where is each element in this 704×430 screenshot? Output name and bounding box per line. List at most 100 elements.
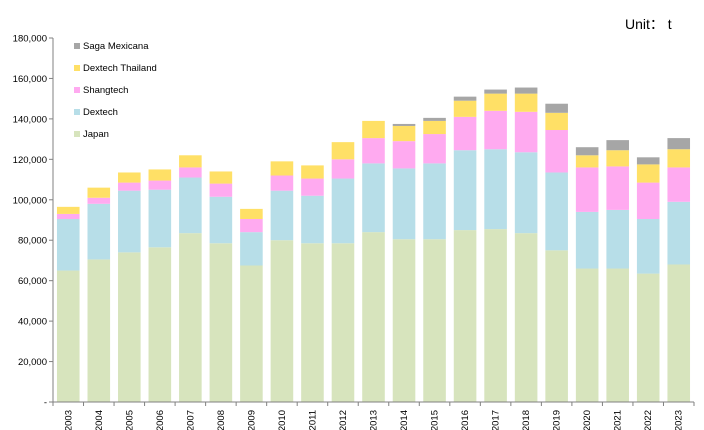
bar-segment-dextech bbox=[423, 163, 446, 240]
bar-segment-saga-mexicana bbox=[484, 89, 507, 94]
bar-segment-japan bbox=[87, 259, 111, 402]
bar-segment-dextech bbox=[148, 189, 172, 248]
y-tick-label: 140,000 bbox=[13, 114, 47, 125]
bar-segment-shangtech bbox=[484, 110, 507, 150]
bar-segment-shangtech bbox=[270, 175, 294, 191]
x-tick-label: 2010 bbox=[277, 410, 288, 430]
bar-segment-shangtech bbox=[56, 213, 80, 219]
bar-segment-dextech-thailand bbox=[148, 169, 172, 181]
bar-segment-dextech bbox=[209, 196, 233, 244]
bar-segment-saga-mexicana bbox=[423, 117, 446, 121]
y-tick-label: 100,000 bbox=[13, 195, 47, 206]
bar-segment-japan bbox=[484, 229, 507, 402]
x-tick-label: 2018 bbox=[521, 410, 532, 430]
bar-segment-dextech bbox=[56, 218, 80, 271]
bar-segment-dextech-thailand bbox=[636, 164, 660, 183]
bar-segment-saga-mexicana bbox=[453, 96, 477, 101]
bar-segment-dextech-thailand bbox=[362, 120, 385, 139]
bar-segment-dextech bbox=[331, 178, 355, 244]
bar-segment-shangtech bbox=[575, 167, 599, 212]
bar-segment-dextech-thailand bbox=[545, 112, 568, 131]
bar-segment-dextech bbox=[362, 163, 385, 233]
bar-segment-dextech-thailand bbox=[240, 208, 263, 219]
bar-segment-dextech-thailand bbox=[484, 93, 507, 111]
bar-segment-japan bbox=[636, 273, 660, 402]
bar-segment-saga-mexicana bbox=[392, 123, 416, 126]
bar-segment-shangtech bbox=[87, 197, 111, 204]
y-tick-label: 160,000 bbox=[13, 74, 47, 85]
bar-segment-dextech bbox=[179, 177, 202, 234]
unit-label: Unit： t bbox=[625, 16, 672, 32]
y-axis: - 20,000 40,000 60,000 80,000 100,000 120,000 1… bbox=[13, 34, 54, 409]
bar-segment-shangtech bbox=[514, 111, 538, 153]
legend-label: Dextech Thailand bbox=[83, 63, 157, 74]
bar-segment-dextech-thailand bbox=[179, 155, 202, 168]
bar-segment-japan bbox=[453, 230, 477, 402]
bar-segment-japan bbox=[209, 243, 233, 402]
bars-group bbox=[56, 87, 691, 402]
x-tick-label: 2020 bbox=[582, 410, 593, 430]
bar-segment-dextech-thailand bbox=[270, 161, 294, 176]
x-tick-label: 2003 bbox=[63, 410, 74, 430]
x-tick-label: 2013 bbox=[369, 410, 380, 430]
legend-label: Dextech bbox=[83, 107, 118, 118]
bar-segment-shangtech bbox=[453, 116, 477, 151]
bar-segment-dextech bbox=[301, 195, 324, 244]
bar-segment-dextech-thailand bbox=[209, 171, 233, 184]
bar-segment-japan bbox=[575, 268, 599, 402]
x-tick-label: 2016 bbox=[460, 410, 471, 430]
bar-segment-japan bbox=[545, 250, 568, 402]
y-tick-label: 40,000 bbox=[18, 317, 47, 328]
bar-segment-shangtech bbox=[331, 159, 355, 179]
bar-segment-japan bbox=[148, 247, 172, 402]
bar-segment-japan bbox=[270, 240, 294, 402]
legend-swatch bbox=[74, 109, 80, 115]
bar-segment-dextech bbox=[87, 203, 111, 260]
bar-segment-shangtech bbox=[240, 218, 263, 233]
bar-segment-shangtech bbox=[362, 138, 385, 164]
legend-label: Shangtech bbox=[83, 85, 128, 96]
legend-swatch bbox=[74, 65, 80, 71]
bar-segment-shangtech bbox=[179, 167, 202, 178]
bar-segment-shangtech bbox=[118, 182, 141, 191]
y-tick-label: 20,000 bbox=[18, 357, 47, 368]
bar-segment-dextech-thailand bbox=[606, 150, 629, 167]
y-tick-label: 180,000 bbox=[13, 34, 47, 45]
bar-segment-japan bbox=[606, 268, 629, 402]
bar-segment-saga-mexicana bbox=[514, 87, 538, 94]
x-tick-label: 2011 bbox=[307, 410, 318, 430]
x-tick-label: 2017 bbox=[491, 410, 502, 430]
x-tick-label: 2014 bbox=[399, 410, 410, 430]
bar-segment-dextech-thailand bbox=[514, 93, 538, 112]
bar-segment-shangtech bbox=[148, 180, 172, 190]
bar-segment-japan bbox=[514, 233, 538, 402]
bar-segment-saga-mexicana bbox=[545, 103, 568, 113]
bar-segment-saga-mexicana bbox=[575, 147, 599, 156]
bar-segment-dextech bbox=[484, 149, 507, 230]
bar-segment-saga-mexicana bbox=[667, 138, 691, 150]
y-tick-label: 80,000 bbox=[18, 236, 47, 247]
bar-segment-dextech bbox=[514, 152, 538, 234]
y-tick-label: 60,000 bbox=[18, 276, 47, 287]
bar-segment-japan bbox=[392, 239, 416, 402]
bar-segment-dextech-thailand bbox=[301, 165, 324, 179]
legend-swatch bbox=[74, 87, 80, 93]
bar-segment-dextech bbox=[392, 168, 416, 240]
bar-segment-shangtech bbox=[392, 141, 416, 169]
bar-segment-dextech-thailand bbox=[118, 172, 141, 183]
bar-segment-dextech-thailand bbox=[667, 149, 691, 168]
bar-segment-dextech-thailand bbox=[575, 155, 599, 168]
x-tick-label: 2009 bbox=[246, 410, 257, 430]
bar-segment-dextech bbox=[636, 218, 660, 274]
bar-segment-dextech bbox=[667, 201, 691, 265]
legend-label: Saga Mexicana bbox=[83, 41, 149, 52]
y-tick-label: - bbox=[44, 398, 47, 409]
bar-segment-japan bbox=[667, 264, 691, 402]
x-tick-label: 2023 bbox=[674, 410, 685, 430]
x-tick-label: 2007 bbox=[185, 410, 196, 430]
bar-segment-dextech-thailand bbox=[87, 187, 111, 198]
bar-segment-japan bbox=[240, 265, 263, 402]
bar-segment-japan bbox=[331, 243, 355, 402]
bar-segment-dextech-thailand bbox=[423, 120, 446, 135]
